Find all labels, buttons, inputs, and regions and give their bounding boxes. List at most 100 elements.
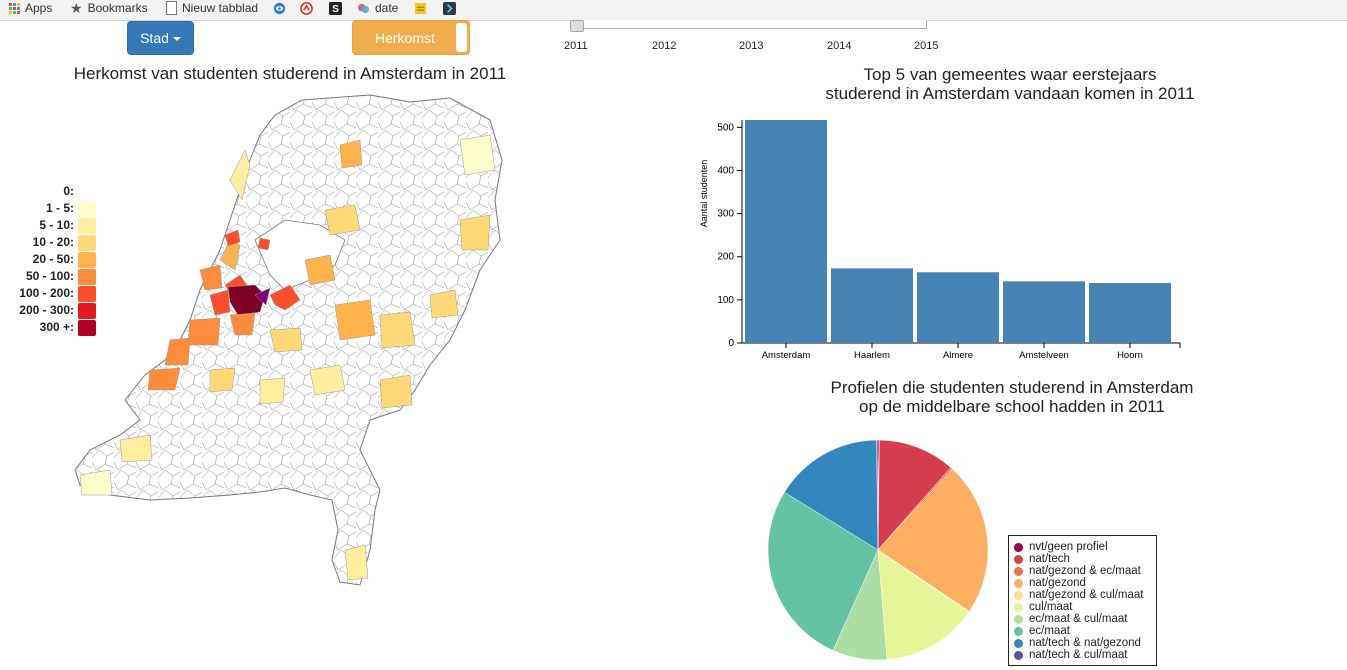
year-tick: 2011 bbox=[564, 40, 588, 52]
pie-legend-label: ec/maat & cul/maat bbox=[1029, 613, 1128, 625]
bookmark-label: Nieuw tabblad bbox=[182, 1, 259, 15]
note-icon bbox=[414, 2, 427, 14]
map-municipalities[interactable] bbox=[79, 134, 496, 581]
pie-legend-label: ec/maat bbox=[1029, 625, 1070, 637]
pie-legend-item: nat/gezond & ec/maat bbox=[1014, 565, 1141, 577]
year-tick: 2014 bbox=[827, 40, 852, 52]
legend-label: 0: bbox=[63, 184, 74, 198]
pie-legend-item: nat/tech & cul/maat bbox=[1014, 649, 1127, 661]
bar-chart: 0 100 200 300 400 500 Aantal studenten Amsterda… bbox=[699, 120, 1181, 361]
star-icon: ★ bbox=[70, 0, 83, 16]
pie-legend-item: nat/tech bbox=[1014, 553, 1070, 565]
pie-slice bbox=[767, 491, 879, 651]
pie-legend-item: nvt/geen profiel bbox=[1014, 541, 1108, 553]
bookmark-s[interactable]: S bbox=[329, 0, 342, 16]
bookmark-label: Bookmarks bbox=[87, 1, 148, 15]
legend-label: 10 - 20: bbox=[32, 235, 74, 249]
pie-legend-label: nat/tech & cul/maat bbox=[1029, 649, 1128, 661]
eye-icon bbox=[273, 2, 286, 14]
bookmark-eye[interactable] bbox=[273, 0, 286, 16]
legend-item: 50 - 100: bbox=[10, 268, 98, 285]
legend-dot bbox=[1014, 542, 1023, 552]
stad-label: Stad bbox=[140, 30, 169, 46]
legend-item: 10 - 20: bbox=[10, 234, 98, 251]
pie-legend-label: nat/tech bbox=[1029, 553, 1070, 565]
legend-dot bbox=[1014, 614, 1023, 624]
apps-grid-icon bbox=[9, 2, 20, 14]
pie-slice bbox=[877, 468, 989, 612]
legend-swatch bbox=[78, 320, 96, 336]
s-logo-icon: S bbox=[329, 1, 342, 15]
legend-swatch bbox=[78, 269, 96, 285]
y-tick-label: 300 bbox=[717, 209, 734, 220]
pie-legend-item: nat/gezond bbox=[1014, 577, 1086, 589]
legend-dot bbox=[1014, 566, 1023, 576]
legend-item: 200 - 300: bbox=[10, 302, 98, 319]
bookmark-note[interactable] bbox=[414, 0, 427, 16]
x-tick-label: Amstelveen bbox=[1019, 350, 1069, 361]
y-tick-label: 100 bbox=[717, 295, 734, 306]
y-tick-label: 200 bbox=[717, 252, 734, 263]
bookmarks-bar: Apps ★ Bookmarks Nieuw tabblad S date bbox=[0, 0, 1347, 21]
toggle-knob[interactable] bbox=[456, 23, 467, 52]
x-tick-label: Amsterdam bbox=[762, 350, 811, 361]
legend-item: 300 +: bbox=[10, 319, 98, 336]
legend-swatch bbox=[78, 235, 96, 251]
pie-legend-label: nvt/geen profiel bbox=[1029, 541, 1108, 553]
legend-label: 100 - 200: bbox=[19, 286, 74, 300]
bookmark-label: Apps bbox=[25, 1, 53, 15]
legend-item: 100 - 200: bbox=[10, 285, 98, 302]
pie-slice bbox=[876, 439, 879, 551]
bar bbox=[1003, 281, 1085, 343]
pie-legend-label: nat/gezond & cul/maat bbox=[1029, 589, 1144, 601]
pie-legend-label: nat/gezond bbox=[1029, 577, 1086, 589]
legend-swatch bbox=[78, 184, 96, 200]
year-tick: 2015 bbox=[914, 40, 939, 52]
legend-item: 20 - 50: bbox=[10, 251, 98, 268]
dropbox-icon bbox=[300, 1, 313, 15]
legend-dot bbox=[1014, 578, 1023, 588]
bar-chart-title-line2: studerend in Amsterdam vandaan komen in … bbox=[825, 84, 1195, 103]
legend-item: 1 - 5: bbox=[10, 200, 98, 217]
bar bbox=[745, 120, 827, 343]
bookmark-date[interactable]: date bbox=[357, 0, 398, 16]
herkomst-toggle[interactable]: Herkomst bbox=[352, 20, 470, 55]
bookmark-dropbox[interactable] bbox=[300, 0, 313, 16]
bar bbox=[917, 272, 999, 343]
map-title: Herkomst van studenten studerend in Amst… bbox=[73, 64, 507, 83]
y-tick-label: 500 bbox=[717, 122, 734, 133]
legend-label: 300 +: bbox=[39, 320, 74, 334]
legend-dot bbox=[1014, 638, 1023, 648]
pie-slice bbox=[784, 439, 879, 551]
stad-dropdown-button[interactable]: Stad bbox=[127, 21, 194, 55]
bookmark-bookmarks[interactable]: ★ Bookmarks bbox=[70, 0, 148, 16]
pie-chart-title-line2: op de middelbare school hadden in 2011 bbox=[859, 397, 1165, 416]
legend-label: 50 - 100: bbox=[25, 269, 74, 283]
bookmark-apps[interactable]: Apps bbox=[9, 0, 52, 16]
legend-item: 0: bbox=[10, 183, 98, 200]
bar-chart-title-line1: Top 5 van gemeentes waar eerstejaars bbox=[863, 65, 1157, 84]
year-slider-track[interactable] bbox=[576, 20, 927, 29]
code-icon bbox=[443, 1, 456, 15]
pie-legend-item: ec/maat & cul/maat bbox=[1014, 613, 1127, 625]
legend-dot bbox=[1014, 650, 1023, 660]
bookmark-nieuw-tabblad[interactable]: Nieuw tabblad bbox=[166, 0, 258, 16]
bookmark-code[interactable] bbox=[443, 0, 456, 16]
pie-slice bbox=[877, 439, 952, 551]
legend-label: 1 - 5: bbox=[45, 201, 74, 215]
legend-dot bbox=[1014, 590, 1023, 600]
year-slider-handle[interactable] bbox=[570, 20, 584, 32]
pie-legend-label: nat/gezond & ec/maat bbox=[1029, 565, 1141, 577]
bookmark-label: date bbox=[375, 1, 399, 15]
bar bbox=[831, 268, 913, 343]
choropleth-map[interactable] bbox=[70, 90, 510, 590]
x-tick-label: Haarlem bbox=[854, 350, 890, 361]
legend-dot bbox=[1014, 602, 1023, 612]
y-axis-label: Aantal studenten bbox=[699, 160, 709, 228]
pie-legend-item: ec/maat bbox=[1014, 625, 1070, 637]
pie-legend-label: nat/tech & nat/gezond bbox=[1029, 637, 1141, 649]
caret-down-icon bbox=[172, 37, 181, 41]
pie-chart bbox=[767, 439, 989, 661]
pie-slice bbox=[877, 549, 969, 660]
legend-swatch bbox=[78, 218, 96, 234]
